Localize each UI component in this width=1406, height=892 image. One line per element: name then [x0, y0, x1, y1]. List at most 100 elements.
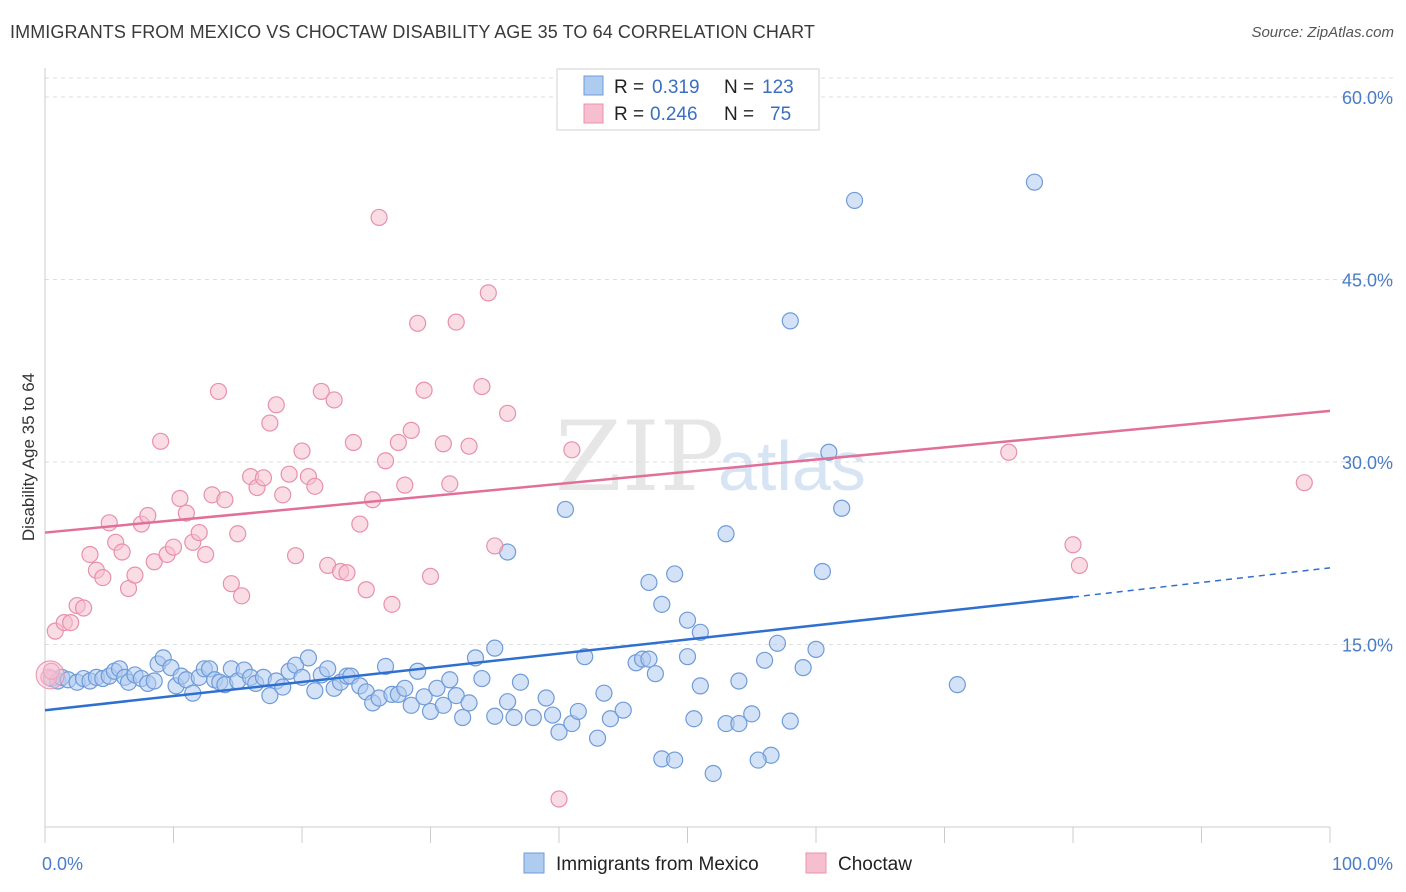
point-mexico-109	[640, 573, 658, 592]
watermark-zip: ZIP	[555, 401, 724, 513]
point-choctaw-61	[441, 475, 459, 493]
point-mexico-108	[653, 595, 671, 613]
y-tick-label-0: 15.0%	[1342, 636, 1393, 656]
point-choctaw-55	[396, 476, 414, 494]
point-mexico-103	[794, 659, 812, 677]
point-mexico-61	[415, 688, 433, 706]
point-mexico-70	[473, 669, 491, 688]
legend-n-value-blue: 123	[762, 77, 794, 98]
point-choctaw-5	[74, 599, 93, 617]
point-choctaw-6	[81, 545, 99, 564]
point-mexico-78	[550, 723, 568, 741]
series-immigrants-from-mexico	[42, 173, 1044, 783]
legend-n-label-pink: N =	[724, 104, 754, 125]
legend-n-label-blue: N =	[724, 77, 754, 98]
bottom-legend-swatch-pink	[805, 852, 827, 874]
point-choctaw-74	[42, 662, 61, 680]
point-choctaw-64	[473, 377, 491, 396]
point-mexico-73	[505, 708, 523, 727]
legend-r-label-pink: R =	[614, 104, 644, 125]
point-mexico-115	[813, 562, 832, 581]
point-choctaw-35	[267, 396, 285, 414]
point-choctaw-28	[222, 575, 240, 593]
point-mexico-104	[807, 640, 825, 658]
legend-swatch-blue	[583, 75, 604, 96]
point-choctaw-67	[499, 404, 517, 422]
point-choctaw-51	[370, 208, 388, 227]
point-mexico-122	[948, 676, 966, 694]
point-choctaw-11	[113, 543, 131, 561]
point-choctaw-66	[486, 537, 504, 555]
point-choctaw-8	[94, 568, 112, 587]
point-mexico-43	[299, 649, 318, 667]
point-choctaw-20	[171, 489, 189, 508]
point-choctaw-large	[35, 660, 65, 690]
x-tick-label-0: 0.0%	[42, 854, 83, 874]
point-mexico-107	[691, 623, 709, 641]
point-mexico-55	[376, 657, 395, 676]
legend-swatch-pink	[583, 103, 604, 124]
point-mexico-66	[447, 686, 465, 705]
point-choctaw-33	[254, 469, 273, 487]
bottom-legend-label-blue: Immigrants from Mexico	[556, 854, 759, 875]
point-mexico-106	[678, 611, 697, 629]
axes	[44, 68, 1331, 843]
point-choctaw-9	[100, 514, 118, 532]
point-mexico-85	[614, 701, 632, 719]
point-choctaw-49	[357, 581, 375, 599]
point-mexico-83	[595, 684, 613, 702]
point-mexico-119	[781, 312, 799, 330]
point-mexico-118	[486, 639, 504, 657]
point-choctaw-46	[338, 564, 356, 582]
point-choctaw-42	[312, 382, 330, 401]
tick-labels: 15.0% 30.0% 45.0% 60.0% 0.0% 100.0%	[42, 88, 1393, 874]
point-choctaw-60	[434, 435, 452, 453]
legend-n-value-pink: 75	[770, 104, 791, 125]
point-choctaw-26	[209, 382, 228, 401]
point-choctaw-23	[190, 523, 208, 542]
point-choctaw-30	[233, 587, 251, 605]
point-choctaw-41	[306, 477, 324, 495]
point-mexico-111	[717, 525, 735, 543]
point-mexico-99	[755, 651, 774, 669]
point-mexico-112	[730, 714, 748, 733]
point-mexico-101	[768, 634, 787, 652]
point-choctaw-63	[460, 437, 478, 455]
grid-lines	[45, 77, 1395, 645]
point-choctaw-36	[274, 486, 292, 504]
point-mexico-72	[499, 693, 517, 711]
point-choctaw-38	[286, 547, 305, 565]
trend-line-mexico	[44, 595, 1074, 712]
point-choctaw-37	[280, 465, 298, 483]
point-choctaw-71	[1064, 536, 1082, 554]
point-choctaw-72	[1070, 556, 1089, 575]
point-mexico-59	[402, 696, 420, 714]
point-choctaw-53	[383, 595, 401, 613]
bottom-legend-swatch-blue	[523, 852, 545, 874]
point-choctaw-24	[197, 545, 215, 564]
point-mexico-65	[441, 671, 459, 689]
series-choctaw	[35, 208, 1313, 808]
point-mexico-102	[781, 712, 799, 730]
point-choctaw-21	[177, 504, 195, 522]
chart-title: IMMIGRANTS FROM MEXICO VS CHOCTAW DISABI…	[10, 22, 815, 42]
point-mexico-84	[601, 710, 620, 728]
point-mexico-105	[820, 443, 838, 461]
point-mexico-120	[845, 191, 864, 210]
point-choctaw-57	[409, 314, 427, 332]
point-mexico-77	[543, 706, 562, 724]
point-mexico-46	[319, 660, 337, 678]
y-tick-label-1: 30.0%	[1342, 453, 1393, 473]
point-mexico-91	[666, 751, 684, 769]
point-mexico-39	[274, 678, 292, 696]
point-choctaw-50	[364, 491, 382, 509]
point-mexico-97	[730, 672, 748, 690]
point-choctaw-62	[447, 313, 465, 331]
point-mexico-74	[511, 673, 530, 691]
point-mexico-98	[743, 705, 761, 723]
point-mexico-114	[833, 499, 851, 517]
point-mexico-110	[666, 565, 684, 583]
point-choctaw-48	[351, 515, 369, 533]
point-choctaw-70	[1000, 443, 1018, 461]
